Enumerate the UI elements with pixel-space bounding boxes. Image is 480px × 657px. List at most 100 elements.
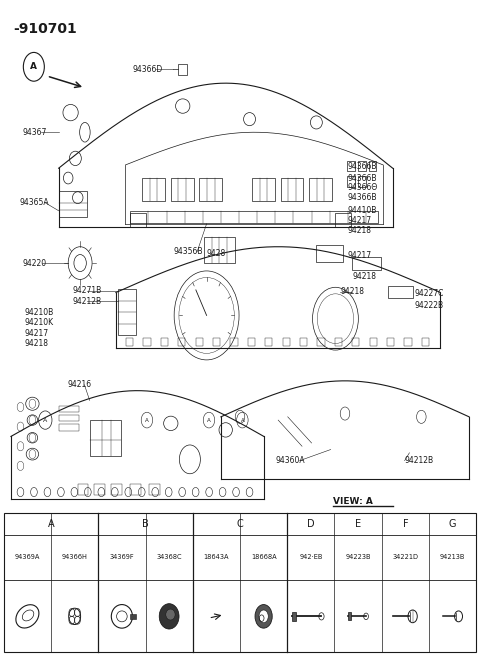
Text: 9428: 9428 — [206, 250, 226, 258]
Bar — [359, 161, 366, 171]
Text: D: D — [307, 519, 315, 529]
Text: 94212B: 94212B — [405, 456, 434, 465]
Bar — [300, 338, 307, 346]
Bar — [59, 406, 79, 412]
Text: 94367: 94367 — [23, 127, 47, 137]
Bar — [336, 213, 351, 227]
Text: 942·EB: 942·EB — [299, 555, 323, 560]
Text: 94216: 94216 — [67, 380, 91, 389]
Bar — [317, 338, 324, 346]
Text: G: G — [449, 519, 456, 529]
Bar — [59, 415, 79, 421]
Text: 18643A: 18643A — [204, 555, 229, 560]
Bar — [283, 338, 290, 346]
Text: 94210K: 94210K — [24, 318, 53, 327]
Text: A: A — [30, 62, 37, 72]
Bar — [161, 338, 168, 346]
Text: 94366Θ: 94366Θ — [348, 183, 378, 193]
Text: A: A — [48, 519, 54, 529]
Bar — [131, 614, 136, 619]
Text: 94369A: 94369A — [15, 555, 40, 560]
Text: A: A — [207, 418, 211, 422]
Text: 94366H: 94366H — [62, 555, 87, 560]
Bar — [248, 338, 255, 346]
Bar — [292, 612, 296, 621]
Text: 94217: 94217 — [348, 216, 372, 225]
Bar — [316, 246, 343, 261]
Bar — [149, 484, 160, 495]
Bar — [309, 178, 332, 201]
Text: 94227C: 94227C — [414, 289, 444, 298]
Text: 94213B: 94213B — [440, 555, 465, 560]
Text: C: C — [237, 519, 243, 529]
Bar — [405, 338, 411, 346]
Text: 94366B: 94366B — [348, 193, 377, 202]
Bar — [348, 161, 355, 171]
Bar — [348, 176, 355, 187]
Text: 94366B: 94366B — [348, 162, 377, 171]
Text: 94410B: 94410B — [348, 206, 377, 215]
Text: 94218: 94218 — [348, 226, 372, 235]
Circle shape — [255, 604, 272, 628]
Bar — [130, 211, 378, 223]
Bar — [369, 161, 376, 171]
Text: 34221D: 34221D — [392, 555, 419, 560]
Bar — [4, 513, 476, 652]
Bar — [130, 484, 141, 495]
Text: 94365A: 94365A — [20, 198, 49, 207]
Text: 94217: 94217 — [24, 328, 48, 338]
Text: 94218: 94218 — [352, 271, 376, 281]
Text: 94356B: 94356B — [173, 248, 203, 256]
Text: E: E — [355, 519, 361, 529]
Bar — [178, 338, 185, 346]
Bar — [359, 176, 366, 187]
Bar — [348, 612, 351, 620]
Circle shape — [259, 610, 268, 623]
Bar — [90, 420, 120, 456]
Bar — [142, 178, 165, 201]
Bar — [144, 338, 151, 346]
Text: 94271B: 94271B — [72, 286, 101, 295]
Bar — [387, 338, 394, 346]
Bar — [204, 237, 235, 263]
Bar — [352, 338, 360, 346]
Bar — [178, 64, 187, 75]
Bar — [111, 484, 121, 495]
Bar — [265, 338, 272, 346]
Ellipse shape — [166, 609, 175, 620]
Bar — [213, 338, 220, 346]
Text: 94360A: 94360A — [276, 456, 305, 465]
Text: A: A — [43, 418, 48, 422]
Text: A: A — [145, 418, 149, 422]
Text: 18668A: 18668A — [251, 555, 276, 560]
Bar — [335, 338, 342, 346]
Text: A: A — [240, 418, 244, 422]
Text: 34368C: 34368C — [156, 555, 182, 560]
Text: 94218: 94218 — [24, 339, 48, 348]
Bar — [118, 289, 136, 335]
Ellipse shape — [159, 604, 179, 629]
Bar — [230, 338, 238, 346]
Bar — [352, 256, 381, 269]
Bar — [126, 338, 133, 346]
Text: 94223B: 94223B — [346, 555, 371, 560]
Text: 94366B: 94366B — [348, 173, 377, 183]
Bar — [130, 213, 145, 227]
Bar — [171, 178, 194, 201]
Bar — [422, 338, 429, 346]
Bar — [388, 286, 413, 298]
Bar — [370, 338, 377, 346]
Text: 94217: 94217 — [348, 251, 372, 260]
Text: 94222B: 94222B — [414, 301, 444, 310]
Text: 94366D: 94366D — [132, 65, 163, 74]
Text: 94220: 94220 — [23, 259, 47, 267]
Bar — [281, 178, 303, 201]
Bar — [252, 178, 275, 201]
Bar — [59, 424, 79, 430]
Bar — [78, 484, 88, 495]
Bar — [95, 484, 105, 495]
Bar — [195, 338, 203, 346]
Text: B: B — [142, 519, 149, 529]
Text: -910701: -910701 — [13, 22, 77, 36]
Text: 94212B: 94212B — [72, 296, 101, 306]
